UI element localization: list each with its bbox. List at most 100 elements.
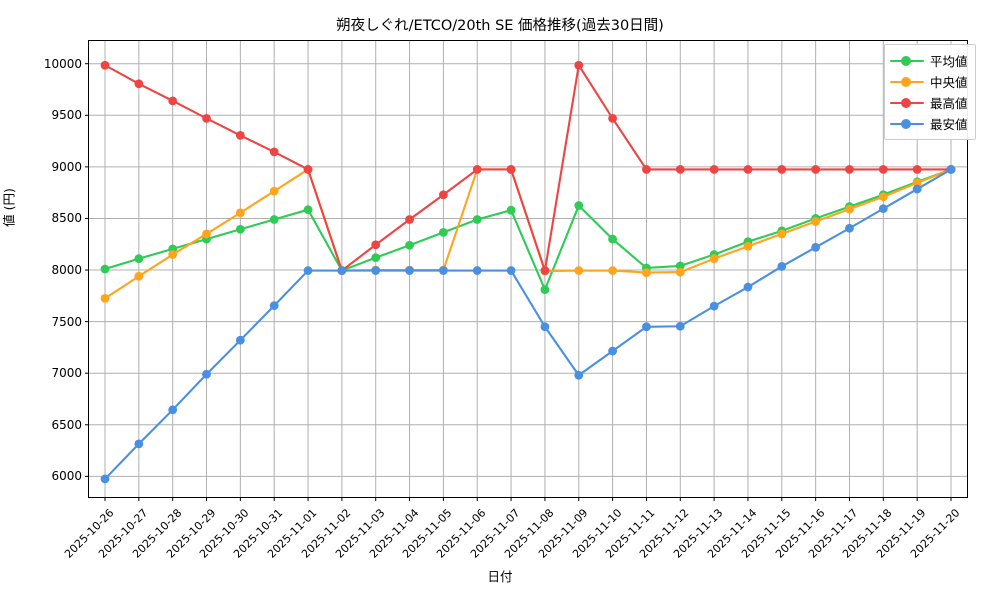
series-data-point <box>811 165 821 174</box>
y-tick-label: 9000 <box>51 159 82 174</box>
series-line <box>103 64 953 272</box>
series-data-point <box>202 113 211 123</box>
series-data-point <box>371 240 381 250</box>
series-data-point <box>202 369 211 379</box>
series-data-point <box>743 165 753 174</box>
series-data-point <box>608 346 617 356</box>
y-tick-label: 7000 <box>51 366 82 381</box>
y-tick-label: 8000 <box>51 263 82 278</box>
series-data-point <box>675 261 685 271</box>
chart-legend: 平均値中央値最高値最安値 <box>884 44 976 140</box>
plot-area <box>85 40 968 501</box>
legend-item[interactable]: 最高値 <box>890 92 968 113</box>
series-data-point <box>235 131 245 140</box>
x-tick-label: 2025-10-26 <box>62 506 117 561</box>
series-data-point <box>269 186 279 196</box>
y-tick-label: 9500 <box>51 108 82 123</box>
series-data-point <box>608 266 617 275</box>
series-data-point <box>540 285 550 295</box>
series-data-point <box>912 165 922 174</box>
series-data-point <box>168 96 178 106</box>
series-data-point <box>845 204 854 214</box>
legend-marker-icon <box>890 55 924 67</box>
series-data-point <box>574 266 584 275</box>
series-data-point <box>134 439 144 449</box>
series-data-point <box>134 79 144 89</box>
series-data-point <box>608 234 617 244</box>
legend-label: 中央値 <box>930 75 968 90</box>
series-data-point <box>472 266 482 275</box>
series-data-point <box>878 204 888 214</box>
series-data-point <box>337 266 347 275</box>
y-tick-label: 8500 <box>51 211 82 226</box>
series-data-point <box>845 165 854 174</box>
series-data-point <box>100 60 110 70</box>
series-data-point <box>743 282 753 292</box>
y-axis-label: 値 (円) <box>1 188 17 227</box>
series-data-point <box>642 322 651 332</box>
legend-item[interactable]: 中央値 <box>890 71 968 92</box>
data-series-layer <box>100 60 956 484</box>
series-data-point <box>709 301 719 311</box>
series-data-point <box>709 254 719 264</box>
series-data-point <box>134 254 144 264</box>
series-data-point <box>100 474 110 484</box>
series-data-point <box>134 271 144 281</box>
series-line <box>103 168 953 300</box>
series-data-point <box>506 266 516 275</box>
series-data-point <box>946 165 956 174</box>
series-data-point <box>168 250 178 259</box>
series-data-point <box>269 147 279 157</box>
series-data-point <box>675 267 685 277</box>
chart-title: 朔夜しぐれ/ETCO/20th SE 価格推移(過去30日間) <box>336 18 664 34</box>
y-tick-label: 6000 <box>51 469 82 484</box>
series-data-point <box>202 229 211 239</box>
series-data-point <box>574 370 584 380</box>
legend-item[interactable]: 最安値 <box>890 113 968 134</box>
series-data-point <box>642 268 651 278</box>
series-data-point <box>439 190 448 200</box>
series-data-point <box>235 335 245 345</box>
series-data-point <box>878 192 888 202</box>
x-tick-label: 2025-10-27 <box>95 506 151 561</box>
series-data-point <box>100 294 110 303</box>
y-tick-label: 10000 <box>43 56 82 71</box>
series-data-point <box>303 205 313 215</box>
series-data-point <box>269 215 279 224</box>
series-data-point <box>540 266 550 275</box>
series-data-point <box>472 165 482 174</box>
x-tick-label: 2025-10-28 <box>129 506 185 561</box>
series-data-point <box>235 224 245 234</box>
series-data-point <box>506 165 516 174</box>
series-data-point <box>777 229 787 239</box>
legend-label: 平均値 <box>930 54 968 69</box>
series-line <box>103 168 953 291</box>
series-data-point <box>574 201 584 210</box>
series-data-point <box>269 301 279 311</box>
series-data-point <box>912 178 922 188</box>
legend-label: 最安値 <box>930 117 968 132</box>
series-data-point <box>371 266 381 275</box>
x-axis-label: 日付 <box>487 569 513 584</box>
series-data-point <box>405 240 414 250</box>
series-data-point <box>439 266 448 275</box>
x-axis-tick-labels: 2025-10-26 2025-10-27 2025-10-28 2025-10-29… <box>62 503 968 583</box>
legend-marker-icon <box>890 118 924 130</box>
series-data-point <box>574 60 584 70</box>
series-data-point <box>608 113 617 123</box>
series-data-point <box>472 215 482 224</box>
series-data-point <box>168 405 178 415</box>
series-data-point <box>878 165 888 174</box>
series-data-point <box>912 184 922 194</box>
series-data-point <box>540 322 550 332</box>
series-data-point <box>371 253 381 263</box>
x-tick-label: 2025-11-09 <box>535 506 591 561</box>
legend-label: 最高値 <box>930 96 968 111</box>
legend-item[interactable]: 平均値 <box>890 50 968 71</box>
series-data-point <box>642 165 651 174</box>
series-data-point <box>811 217 821 226</box>
series-data-point <box>303 165 313 174</box>
y-tick-label: 6500 <box>51 417 82 432</box>
series-data-point <box>743 241 753 251</box>
